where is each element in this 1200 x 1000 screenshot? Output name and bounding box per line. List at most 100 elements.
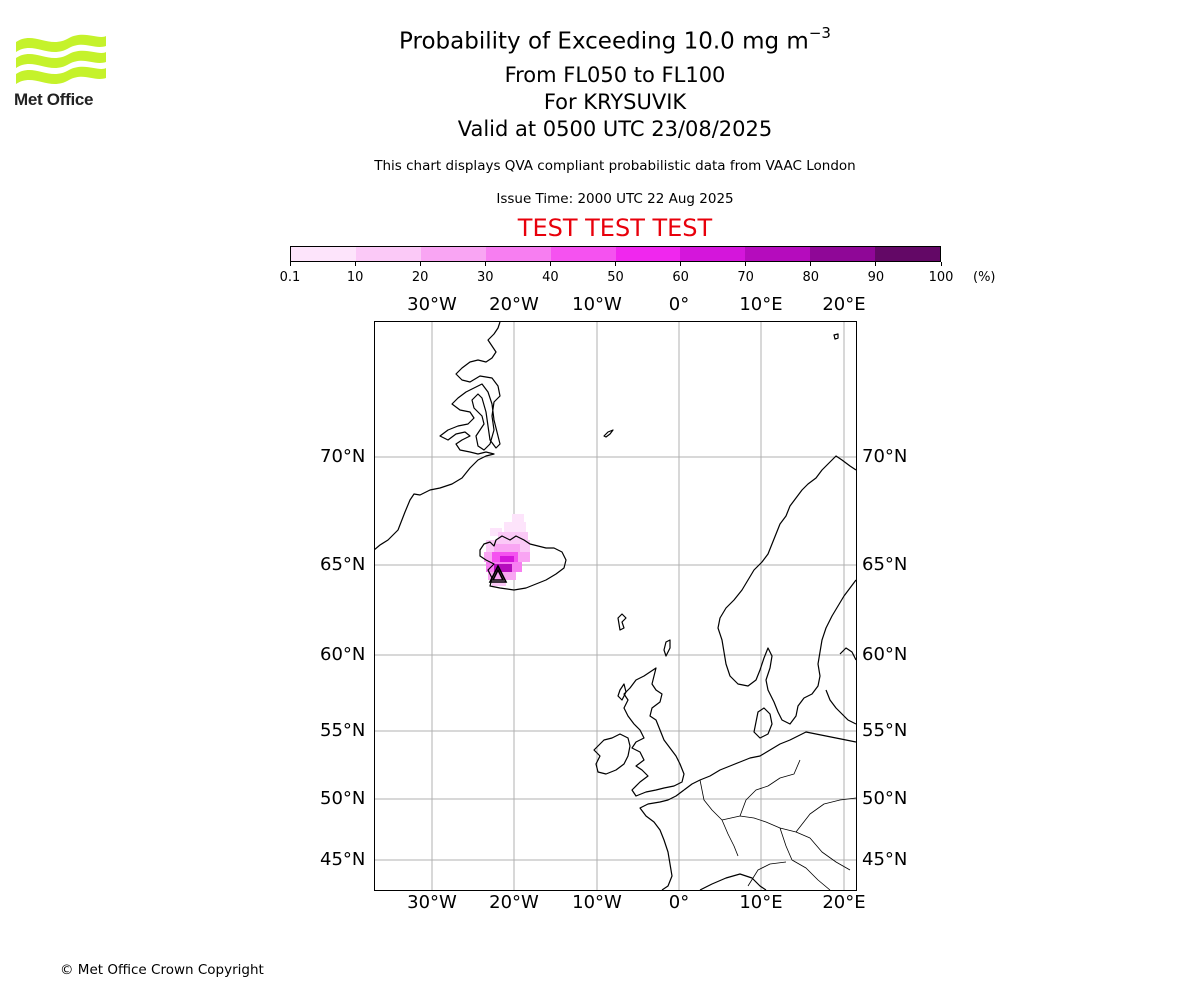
iceland-coast	[479, 535, 567, 591]
test-banner: TEST TEST TEST	[517, 214, 713, 242]
colorbar-segment	[680, 247, 746, 261]
colorbar-tick-label: 40	[542, 270, 559, 285]
colorbar-segment	[355, 247, 421, 261]
colorbar-segment	[745, 247, 811, 261]
colorbar-unit: (%)	[973, 270, 996, 285]
colorbar-tick	[549, 262, 551, 266]
colorbar-tick	[875, 262, 877, 266]
colorbar-tick-label: 100	[928, 270, 954, 285]
latitude-label: 45°N	[862, 849, 908, 870]
colorbar-segment	[550, 247, 616, 261]
plume-cell	[500, 556, 514, 566]
colorbar-tick-label: 20	[411, 270, 429, 285]
svalbard-coast	[833, 333, 839, 340]
plume-cell	[494, 544, 520, 554]
colorbar-segment	[420, 247, 486, 261]
longitude-label: 30°W	[407, 892, 457, 913]
latitude-label: 50°N	[320, 788, 366, 809]
faroe-coast	[617, 613, 627, 631]
colorbar-tick	[745, 262, 747, 266]
graticule	[374, 321, 856, 890]
hebrides-coast	[617, 683, 627, 701]
plume-cell	[504, 522, 526, 532]
colorbar-tick-label: 90	[867, 270, 885, 285]
great-britain-coast	[623, 667, 685, 797]
latitude-label: 60°N	[862, 644, 908, 665]
longitude-label: 10°E	[739, 294, 783, 315]
flight-level-range: From FL050 to FL100	[504, 63, 726, 87]
probability-plume	[484, 514, 530, 586]
france-coast	[639, 789, 685, 890]
longitude-label: 0°	[668, 892, 690, 913]
latitude-label: 55°N	[320, 720, 366, 741]
plume-cell	[494, 564, 512, 572]
colorbar-tick	[289, 262, 291, 266]
longitude-label: 10°W	[572, 294, 622, 315]
colorbar-segment	[875, 247, 941, 261]
greenland-coast	[374, 321, 501, 551]
longitude-label: 10°E	[739, 892, 783, 913]
latitude-label: 55°N	[862, 720, 908, 741]
latitude-label: 50°N	[862, 788, 908, 809]
chart-title-exponent: −3	[808, 24, 831, 42]
colorbar-tick	[484, 262, 486, 266]
map-area	[374, 321, 856, 890]
ireland-coast	[593, 733, 631, 775]
chart-title: Probability of Exceeding 10.0 mg m−3	[0, 24, 1200, 55]
colorbar-segment	[810, 247, 876, 261]
latitude-label: 60°N	[320, 644, 366, 665]
colorbar-tick	[680, 262, 682, 266]
colorbar-tick-label: 70	[737, 270, 754, 285]
country-borders	[699, 759, 856, 890]
chart-title-text: Probability of Exceeding 10.0 mg m	[399, 28, 809, 55]
logo-text: Met Office	[14, 90, 94, 109]
colorbar-segment	[485, 247, 551, 261]
issue-time: Issue Time: 2000 UTC 22 Aug 2025	[496, 191, 734, 207]
colorbar-tick-label: 10	[346, 270, 364, 285]
plume-cell	[498, 532, 528, 542]
longitude-label: 20°W	[489, 294, 539, 315]
colorbar-tick-label: 80	[802, 270, 820, 285]
colorbar-tick-label: 30	[477, 270, 494, 285]
jan-mayen-coast	[603, 429, 614, 438]
colorbar-tick-label: 0.1	[279, 270, 301, 285]
met-office-logo	[16, 34, 106, 84]
colorbar-tick	[419, 262, 421, 266]
copyright-notice: © Met Office Crown Copyright	[60, 962, 264, 978]
plume-cell	[490, 528, 502, 536]
mediterranean-coast	[699, 873, 767, 890]
colorbar-tick-label: 50	[607, 270, 624, 285]
longitude-label: 10°W	[572, 892, 622, 913]
colorbar-tick	[940, 262, 942, 266]
latitude-label: 65°N	[862, 554, 908, 575]
valid-time: Valid at 0500 UTC 23/08/2025	[457, 117, 773, 141]
plume-cell	[512, 514, 524, 524]
longitude-label: 20°E	[822, 892, 866, 913]
north-europe-coast	[683, 731, 856, 791]
longitude-label: 0°	[668, 294, 690, 315]
map-frame	[374, 321, 857, 891]
baltic-coast	[825, 647, 856, 725]
shetland-coast	[663, 639, 671, 657]
chart-description: This chart displays QVA compliant probab…	[374, 158, 856, 174]
scandinavia-coast	[717, 455, 856, 725]
probability-colorbar	[290, 246, 941, 262]
coastlines	[374, 321, 856, 890]
denmark-coast	[753, 707, 773, 739]
colorbar-tick	[810, 262, 812, 266]
plume-cell	[488, 572, 516, 580]
volcano-marker	[488, 564, 508, 583]
latitude-label: 45°N	[320, 849, 366, 870]
latitude-label: 70°N	[862, 446, 908, 467]
longitude-label: 20°E	[822, 294, 866, 315]
longitude-label: 30°W	[407, 294, 457, 315]
plume-cell	[492, 580, 506, 586]
colorbar-tick	[354, 262, 356, 266]
latitude-label: 70°N	[320, 446, 366, 467]
colorbar-tick	[615, 262, 616, 266]
longitude-label: 20°W	[489, 892, 539, 913]
colorbar-segment	[615, 247, 681, 261]
colorbar-tick-label: 60	[672, 270, 689, 285]
colorbar-segment	[291, 247, 356, 261]
